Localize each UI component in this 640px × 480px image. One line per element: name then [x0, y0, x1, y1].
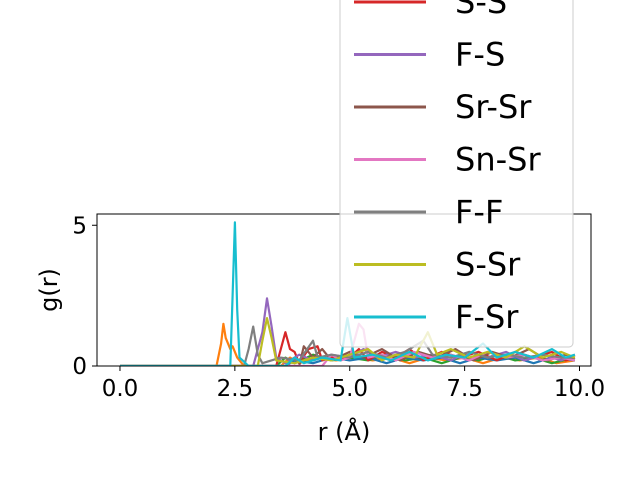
series-line-f-sr — [120, 221, 576, 366]
plot-lines — [120, 221, 576, 366]
y-tick-label: 5 — [72, 213, 87, 239]
legend-label-f-f: F-F — [455, 193, 503, 231]
series-line-f-s — [120, 297, 576, 366]
y-tick-label: 0 — [72, 354, 87, 380]
axis-ticks: 0.0 2.5 5.0 7.5 10.0 0 5 — [72, 213, 605, 402]
series-line-s-sr — [120, 317, 576, 366]
legend-label-sr-sr: Sr-Sr — [455, 88, 532, 126]
x-tick-label: 10.0 — [554, 376, 605, 402]
x-axis-label: r (Å) — [318, 417, 371, 446]
legend: S-S F-S Sr-Sr Sn-Sr F-F S-Sr F-Sr — [339, 0, 574, 348]
legend-label-s-sr: S-Sr — [455, 246, 521, 284]
y-axis-label: g(r) — [35, 268, 63, 312]
x-tick-label: 7.5 — [446, 376, 483, 402]
legend-box — [339, 0, 574, 348]
legend-label-s-s: S-S — [455, 0, 507, 21]
x-tick-label: 2.5 — [217, 376, 254, 402]
legend-label-f-s: F-S — [455, 36, 505, 74]
x-tick-label: 0.0 — [102, 376, 139, 402]
x-tick-label: 5.0 — [331, 376, 368, 402]
legend-label-f-sr: F-Sr — [455, 298, 519, 336]
series-line-sr-sr — [120, 345, 576, 366]
legend-label-sn-sr: Sn-Sr — [455, 141, 541, 179]
